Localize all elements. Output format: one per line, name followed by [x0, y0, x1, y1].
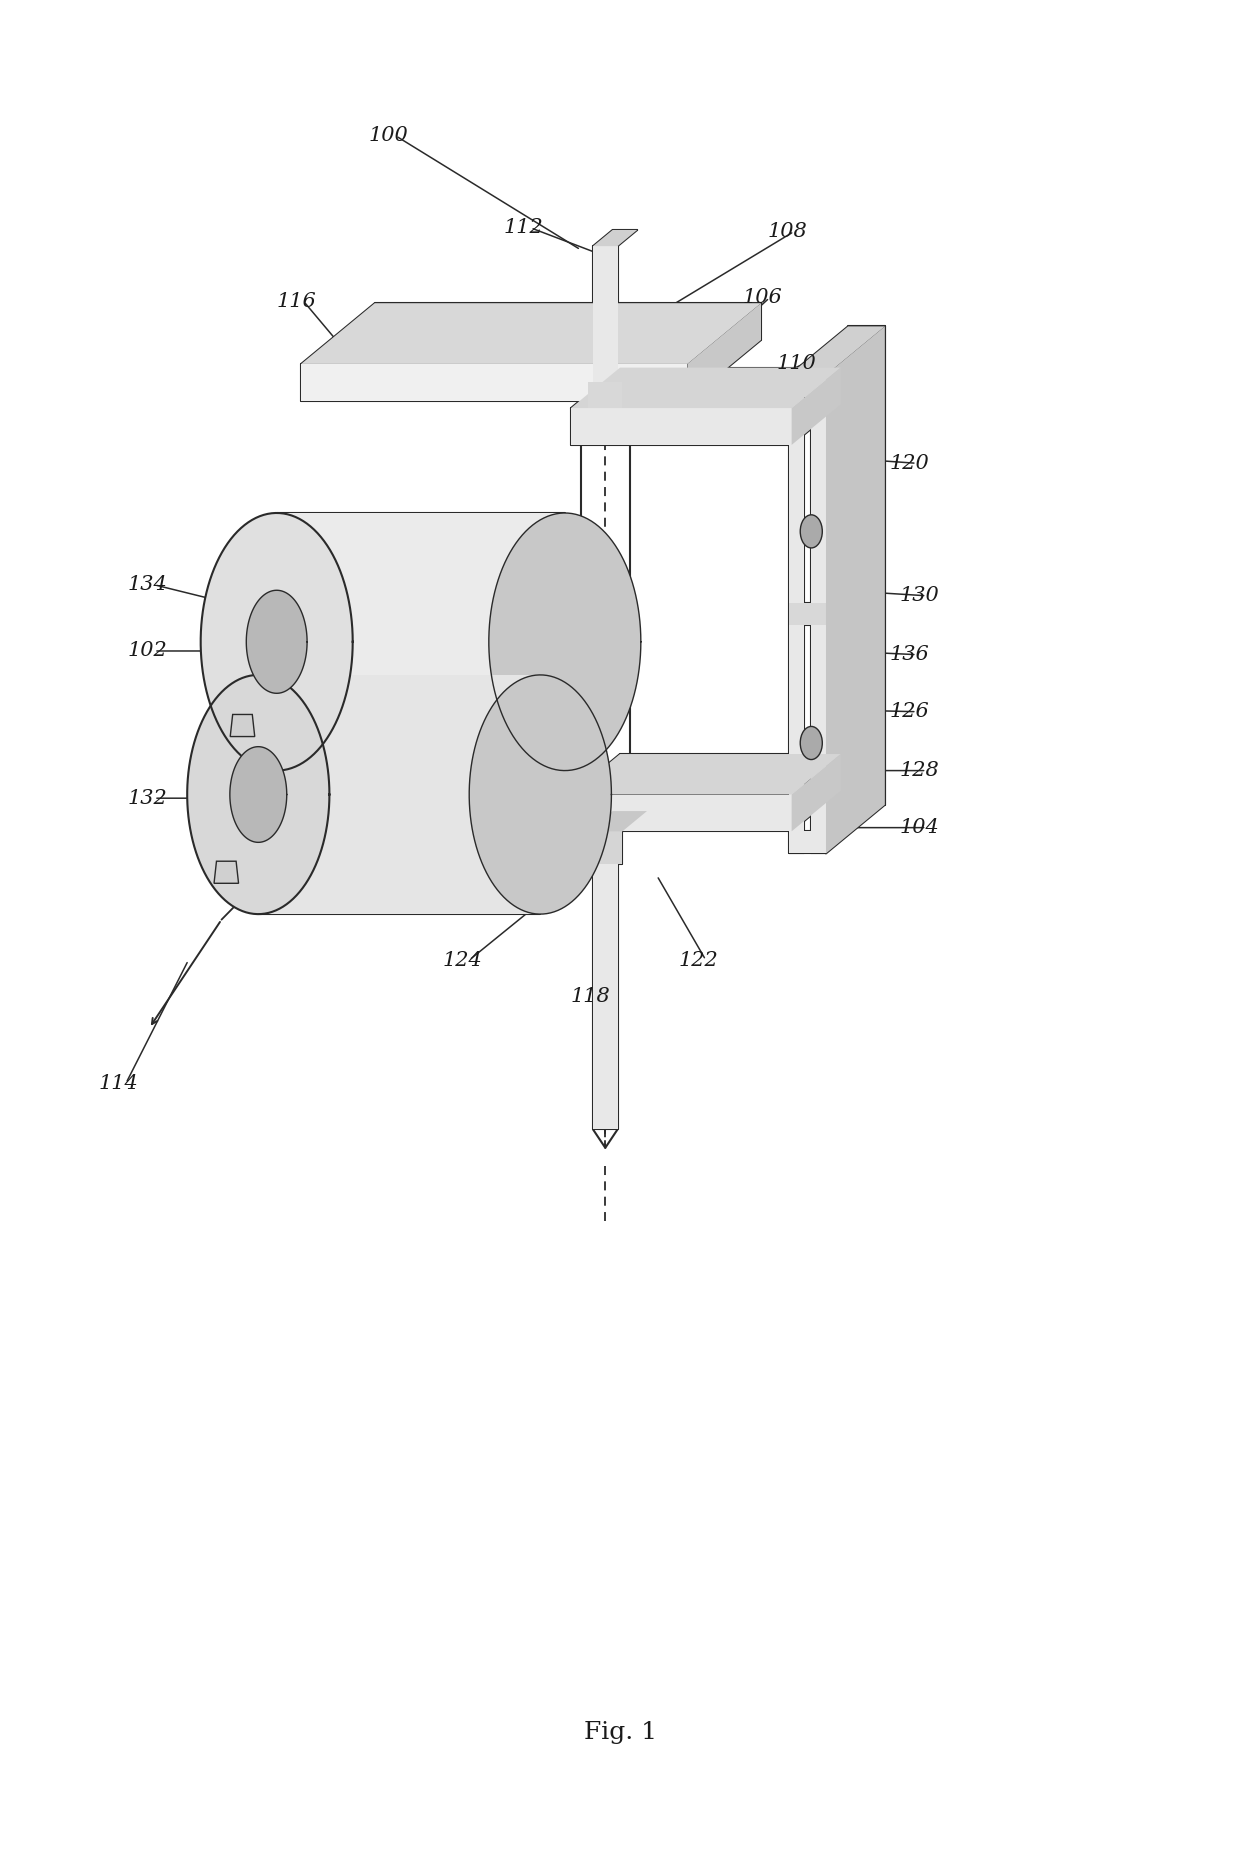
Polygon shape: [593, 230, 637, 247]
Polygon shape: [570, 755, 841, 795]
Polygon shape: [242, 590, 326, 617]
Text: 110: 110: [777, 354, 817, 373]
Text: 132: 132: [128, 788, 167, 808]
Text: 128: 128: [899, 762, 940, 781]
Polygon shape: [826, 326, 885, 853]
Polygon shape: [570, 795, 791, 831]
Polygon shape: [301, 304, 761, 363]
Text: 112: 112: [503, 219, 543, 237]
Text: 104: 104: [899, 818, 940, 838]
Polygon shape: [301, 363, 687, 400]
Polygon shape: [247, 590, 308, 693]
Polygon shape: [469, 675, 611, 914]
Text: 130: 130: [899, 586, 940, 604]
Polygon shape: [242, 617, 291, 781]
Polygon shape: [789, 603, 826, 625]
Text: 134: 134: [128, 575, 167, 595]
Polygon shape: [277, 514, 565, 771]
Text: 114: 114: [99, 1073, 139, 1092]
Polygon shape: [789, 375, 804, 853]
Text: 126: 126: [890, 703, 930, 721]
Polygon shape: [215, 862, 238, 883]
Polygon shape: [231, 714, 254, 736]
Text: 124: 124: [443, 951, 482, 970]
Polygon shape: [201, 514, 352, 771]
Polygon shape: [229, 747, 286, 842]
Polygon shape: [811, 375, 826, 853]
Polygon shape: [570, 408, 791, 445]
Text: 122: 122: [678, 951, 719, 970]
Text: Fig. 1: Fig. 1: [584, 1722, 656, 1745]
Circle shape: [800, 727, 822, 760]
Text: 106: 106: [743, 287, 782, 308]
Polygon shape: [588, 382, 622, 408]
Polygon shape: [687, 304, 761, 400]
Polygon shape: [588, 831, 622, 864]
Text: 116: 116: [277, 291, 316, 311]
Text: 102: 102: [128, 641, 167, 660]
Polygon shape: [789, 326, 885, 375]
Polygon shape: [789, 831, 826, 853]
Polygon shape: [570, 367, 841, 408]
Polygon shape: [791, 367, 841, 445]
Text: 136: 136: [890, 645, 930, 664]
Polygon shape: [593, 247, 618, 430]
Polygon shape: [258, 675, 541, 914]
Polygon shape: [588, 810, 647, 831]
Text: 108: 108: [768, 222, 807, 241]
Text: 118: 118: [570, 988, 611, 1007]
Polygon shape: [489, 514, 641, 771]
Polygon shape: [593, 864, 618, 1129]
Polygon shape: [791, 755, 841, 831]
Circle shape: [800, 515, 822, 549]
Text: 120: 120: [890, 454, 930, 473]
Polygon shape: [789, 375, 826, 397]
Polygon shape: [187, 675, 330, 914]
Text: 100: 100: [368, 126, 408, 145]
